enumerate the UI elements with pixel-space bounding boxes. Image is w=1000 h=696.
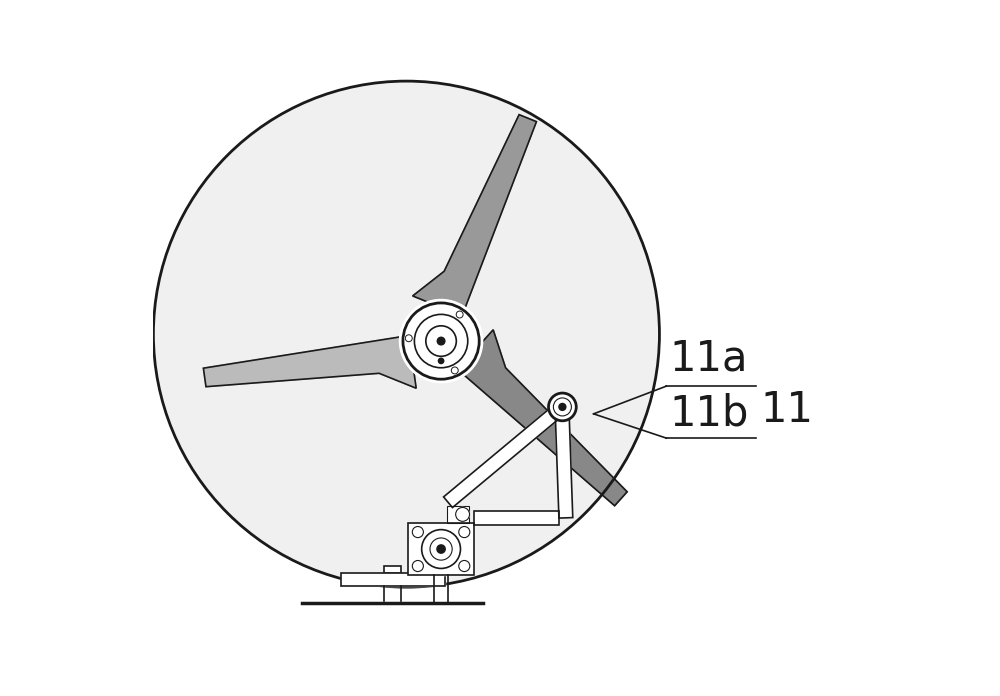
Circle shape — [412, 526, 423, 537]
Circle shape — [456, 311, 463, 318]
Circle shape — [456, 311, 463, 318]
Polygon shape — [341, 574, 445, 586]
Circle shape — [438, 358, 444, 363]
Circle shape — [405, 335, 412, 342]
Circle shape — [559, 404, 566, 411]
Polygon shape — [444, 402, 567, 507]
Circle shape — [399, 299, 483, 383]
Circle shape — [459, 560, 470, 571]
Polygon shape — [203, 335, 416, 388]
Circle shape — [153, 81, 659, 587]
Circle shape — [422, 530, 460, 569]
Polygon shape — [458, 330, 627, 506]
Polygon shape — [384, 567, 401, 574]
Circle shape — [412, 560, 423, 571]
Circle shape — [451, 367, 458, 374]
Circle shape — [405, 335, 412, 342]
Polygon shape — [474, 511, 559, 525]
Polygon shape — [555, 419, 573, 518]
Circle shape — [451, 367, 458, 374]
Circle shape — [549, 393, 576, 421]
Polygon shape — [413, 115, 536, 316]
Polygon shape — [447, 506, 469, 523]
Text: 11b: 11b — [670, 393, 749, 435]
Text: 11: 11 — [760, 389, 813, 432]
Circle shape — [437, 545, 445, 553]
Circle shape — [426, 326, 456, 356]
Circle shape — [437, 338, 445, 345]
Circle shape — [438, 358, 444, 363]
Polygon shape — [408, 523, 474, 575]
Circle shape — [459, 526, 470, 537]
Text: 11a: 11a — [670, 337, 748, 379]
Circle shape — [426, 326, 456, 356]
Circle shape — [437, 338, 445, 345]
Circle shape — [403, 303, 479, 379]
Circle shape — [456, 507, 470, 521]
